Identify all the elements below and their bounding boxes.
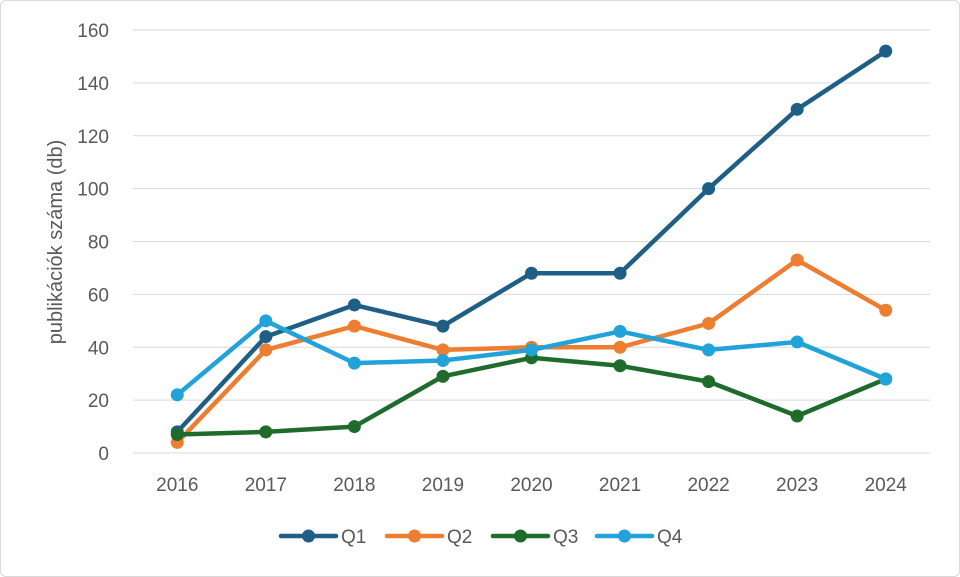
x-tick-label: 2016 [156, 475, 198, 496]
y-axis-ticks: 0 20 40 60 80 100 120 140 160 [77, 21, 109, 465]
data-point-q1 [347, 298, 361, 312]
series-q1 [170, 44, 893, 439]
legend-marker [302, 529, 315, 543]
y-tick-label: 120 [77, 127, 109, 148]
legend-marker [514, 529, 527, 543]
data-point-q4 [436, 353, 450, 367]
legend-label: Q1 [341, 527, 366, 548]
legend-item-q3: Q3 [490, 527, 578, 548]
data-point-q3 [259, 425, 273, 439]
legend-item-q2: Q2 [384, 527, 472, 548]
legend-label: Q3 [553, 527, 578, 548]
series-q4 [170, 314, 893, 402]
data-point-q1 [790, 102, 804, 116]
data-point-q1 [702, 182, 716, 196]
data-point-q1 [613, 266, 627, 280]
data-point-q4 [170, 388, 184, 402]
legend: Q1 Q2 Q3 Q4 [278, 527, 683, 548]
y-tick-label: 100 [77, 180, 109, 201]
x-tick-label: 2017 [245, 475, 287, 496]
data-point-q3 [170, 427, 184, 441]
series-line-q3 [175, 355, 888, 437]
legend-label: Q4 [657, 527, 683, 548]
data-point-q4 [790, 335, 804, 349]
y-tick-label: 20 [88, 391, 109, 412]
data-point-q3 [702, 375, 716, 389]
data-point-q2 [436, 343, 450, 357]
y-axis-title: publikációk száma (db) [45, 140, 67, 345]
legend-marker [618, 529, 631, 543]
y-tick-label: 80 [88, 233, 109, 254]
data-point-q2 [347, 319, 361, 333]
data-point-q4 [613, 324, 627, 338]
data-point-q3 [613, 359, 627, 373]
data-point-q4 [259, 314, 273, 328]
legend-label: Q2 [447, 527, 472, 548]
data-point-q1 [525, 266, 538, 280]
y-tick-label: 40 [88, 338, 109, 359]
data-point-q2 [879, 303, 893, 317]
data-point-q2 [613, 340, 627, 354]
x-tick-label: 2024 [865, 475, 908, 496]
data-point-q2 [790, 253, 804, 267]
data-point-q4 [347, 356, 361, 370]
x-tick-label: 2023 [776, 475, 818, 496]
y-tick-label: 160 [77, 21, 109, 42]
data-point-q2 [702, 316, 716, 330]
data-point-q2 [259, 343, 273, 357]
x-tick-label: 2018 [333, 475, 375, 496]
data-point-q1 [436, 319, 450, 333]
series-lines [170, 44, 893, 449]
x-tick-label: 2021 [599, 475, 641, 496]
x-tick-label: 2019 [422, 475, 464, 496]
data-point-q3 [790, 409, 804, 423]
data-point-q4 [525, 343, 538, 357]
x-tick-label: 2020 [510, 475, 552, 496]
data-point-q4 [702, 343, 716, 357]
data-point-q4 [879, 372, 893, 386]
data-point-q1 [259, 330, 273, 344]
y-tick-label: 60 [88, 285, 109, 306]
legend-item-q1: Q1 [278, 527, 366, 548]
data-point-q3 [347, 420, 361, 434]
y-tick-label: 140 [77, 74, 109, 95]
legend-item-q4: Q4 [594, 527, 683, 548]
y-tick-label: 0 [98, 444, 109, 465]
data-point-q1 [879, 44, 893, 58]
series-q3 [170, 351, 893, 441]
legend-marker [408, 529, 421, 543]
x-axis-ticks: 2016 2017 2018 2019 2020 2021 2022 2023 2024 [156, 475, 907, 496]
gridlines [133, 29, 930, 454]
x-tick-label: 2022 [687, 475, 729, 496]
data-point-q3 [436, 369, 450, 383]
